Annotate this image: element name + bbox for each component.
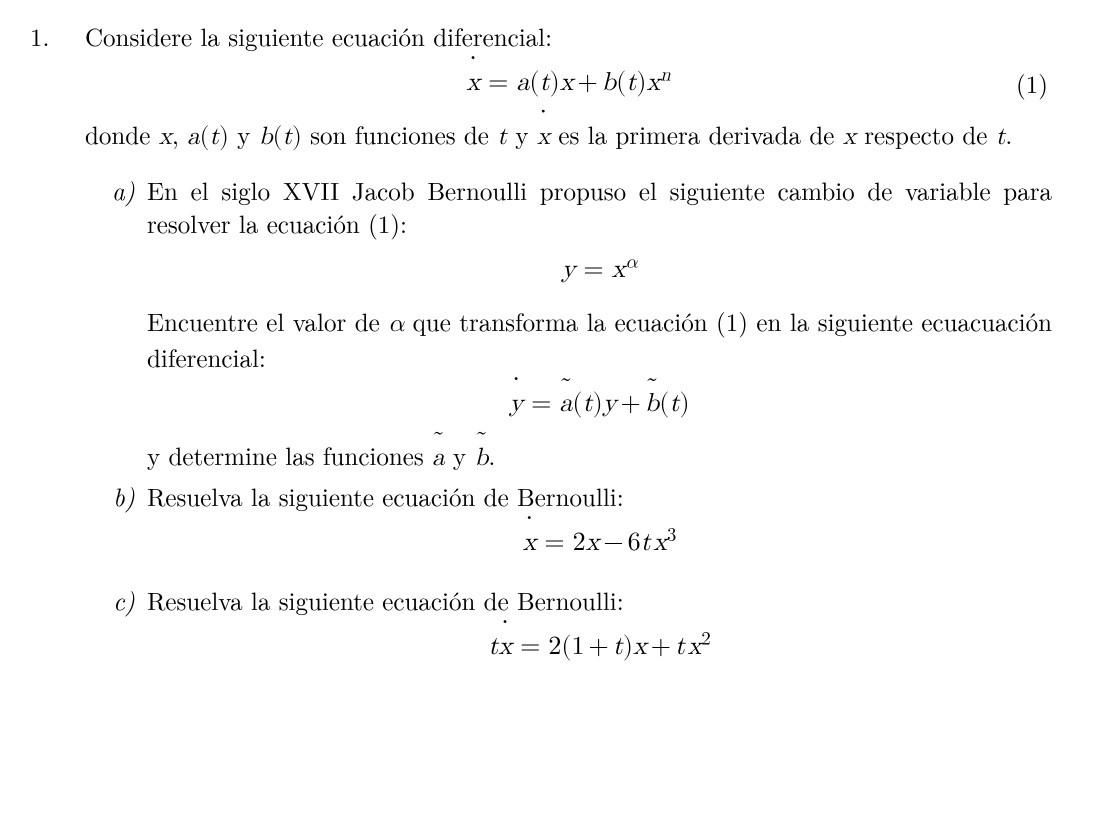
subpart-b-eq: x=2x−6t x3: [147, 524, 1052, 564]
subpart-a-text1: En el siglo XVII Jacob Bernoulli propuso…: [147, 174, 1052, 242]
text-fragment: y: [515, 117, 537, 152]
intro-text-2: donde x, a(t) y b(t) son funciones de t …: [85, 118, 1052, 154]
text-fragment: .: [1005, 117, 1012, 152]
text-fragment: y: [237, 117, 259, 152]
intro-text: Considere la siguiente ecuación diferenc…: [85, 20, 1052, 54]
text-fragment: y determine las funciones: [147, 438, 432, 473]
equation-1-row: x=a(t)x+b(t)xn (1): [85, 64, 1052, 104]
subpart-b-label: b): [85, 480, 147, 514]
subpart-c-label: c): [85, 584, 147, 618]
text-fragment: donde: [85, 117, 159, 152]
subpart-a-label: a): [85, 174, 147, 208]
problem-1: 1. Considere la siguiente ecuación difer…: [30, 20, 1052, 682]
subpart-c-text: Resuelva la siguiente ecuación de Bernou…: [147, 584, 1052, 618]
problem-number: 1.: [30, 20, 85, 54]
text-fragment: respecto de: [864, 117, 995, 152]
equation-1: x=a(t)x+b(t)xn: [466, 66, 670, 101]
subpart-b-text: Resuelva la siguiente ecuación de Bernou…: [147, 480, 1052, 514]
subpart-b-body: Resuelva la siguiente ecuación de Bernou…: [147, 480, 1052, 578]
page: 1. Considere la siguiente ecuación difer…: [0, 0, 1102, 702]
subparts: a) En el siglo XVII Jacob Bernoulli prop…: [85, 174, 1052, 682]
text-fragment: y: [445, 438, 475, 473]
equation-1-number: (1): [1016, 67, 1048, 101]
text-fragment: es la primera derivada de: [558, 117, 842, 152]
subpart-a-body: En el siglo XVII Jacob Bernoulli propuso…: [147, 174, 1052, 475]
text-fragment: Encuentre el valor de: [147, 304, 388, 339]
subpart-a: a) En el siglo XVII Jacob Bernoulli prop…: [85, 174, 1052, 475]
subpart-c-eq: tx=2(1+t)x+t x2: [147, 628, 1052, 668]
subpart-c: c) Resuelva la siguiente ecuación de Ber…: [85, 584, 1052, 682]
subpart-a-eq-sub: y=xα: [147, 251, 1052, 291]
text-fragment: .: [488, 438, 495, 473]
subpart-a-eq-linear: y=a(t)y+b(t): [147, 385, 1052, 425]
subpart-c-body: Resuelva la siguiente ecuación de Bernou…: [147, 584, 1052, 682]
subpart-b: b) Resuelva la siguiente ecuación de Ber…: [85, 480, 1052, 578]
subpart-a-text3: y determine las funciones a y b.: [147, 439, 1052, 475]
problem-body: Considere la siguiente ecuación diferenc…: [85, 20, 1052, 682]
text-fragment: son funciones de: [310, 117, 497, 152]
subpart-a-text2: Encuentre el valor de α que transforma l…: [147, 305, 1052, 375]
